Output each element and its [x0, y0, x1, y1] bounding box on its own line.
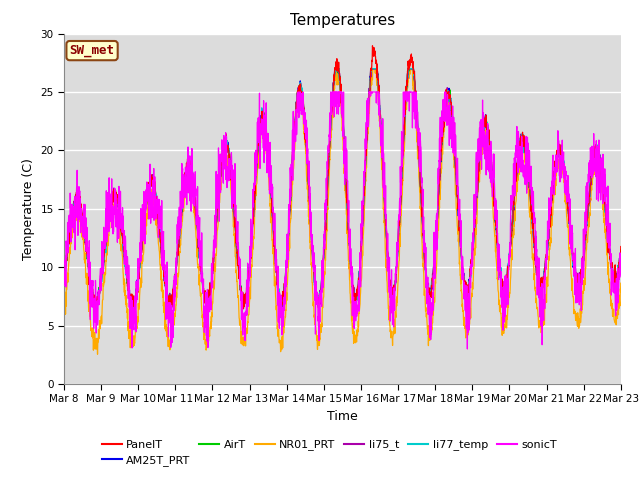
Title: Temperatures: Temperatures — [290, 13, 395, 28]
AirT — [60, 280, 68, 286]
PanelT — [568, 250, 576, 256]
sonicT — [463, 346, 471, 352]
NR01_PRT — [359, 253, 367, 259]
li77_temp — [617, 254, 625, 260]
sonicT — [371, 89, 379, 95]
NR01_PRT — [93, 351, 101, 357]
AM25T_PRT — [568, 243, 576, 249]
li77_temp — [60, 276, 68, 282]
AirT — [505, 264, 513, 270]
AirT — [359, 209, 367, 215]
X-axis label: Time: Time — [327, 410, 358, 423]
PanelT — [617, 244, 625, 250]
li75_t — [359, 215, 367, 221]
li75_t — [584, 214, 591, 219]
Line: NR01_PRT: NR01_PRT — [64, 69, 621, 354]
li77_temp — [359, 213, 367, 218]
Y-axis label: Temperature (C): Temperature (C) — [22, 158, 35, 260]
NR01_PRT — [216, 200, 223, 205]
Line: li77_temp: li77_temp — [64, 69, 621, 309]
li75_t — [617, 256, 625, 262]
AirT — [371, 66, 379, 72]
PanelT — [91, 309, 99, 315]
Line: sonicT: sonicT — [64, 92, 621, 349]
AM25T_PRT — [359, 208, 367, 214]
PanelT — [584, 216, 591, 221]
li77_temp — [568, 240, 576, 246]
NR01_PRT — [60, 311, 68, 316]
li77_temp — [505, 264, 513, 270]
PanelT — [359, 220, 367, 226]
sonicT — [568, 222, 576, 228]
NR01_PRT — [371, 66, 379, 72]
li75_t — [505, 261, 513, 266]
AM25T_PRT — [505, 259, 513, 264]
NR01_PRT — [568, 276, 576, 282]
AM25T_PRT — [204, 306, 211, 312]
NR01_PRT — [617, 280, 625, 286]
li77_temp — [332, 66, 339, 72]
Line: AirT: AirT — [64, 69, 621, 308]
li77_temp — [165, 306, 173, 312]
AM25T_PRT — [617, 252, 625, 257]
li77_temp — [371, 66, 379, 72]
AirT — [332, 66, 339, 72]
li75_t — [568, 249, 576, 255]
sonicT — [505, 265, 513, 271]
PanelT — [60, 277, 68, 283]
sonicT — [60, 269, 68, 275]
NR01_PRT — [505, 296, 513, 301]
Line: PanelT: PanelT — [64, 46, 621, 312]
NR01_PRT — [584, 240, 591, 245]
AirT — [216, 185, 223, 191]
li77_temp — [216, 176, 223, 182]
Text: SW_met: SW_met — [70, 44, 115, 57]
Line: li75_t: li75_t — [64, 69, 621, 308]
Line: AM25T_PRT: AM25T_PRT — [64, 69, 621, 309]
li77_temp — [584, 216, 591, 221]
sonicT — [359, 224, 367, 229]
sonicT — [584, 189, 591, 194]
PanelT — [369, 43, 376, 48]
NR01_PRT — [369, 66, 376, 72]
li75_t — [371, 66, 379, 72]
AirT — [315, 305, 323, 311]
li75_t — [60, 281, 68, 287]
PanelT — [505, 267, 513, 273]
li75_t — [92, 305, 100, 311]
AirT — [617, 247, 625, 253]
AM25T_PRT — [584, 215, 591, 220]
AM25T_PRT — [60, 276, 68, 282]
AirT — [568, 244, 576, 250]
li75_t — [332, 66, 339, 72]
sonicT — [216, 218, 223, 224]
Legend: PanelT, AM25T_PRT, AirT, NR01_PRT, li75_t, li77_temp, sonicT: PanelT, AM25T_PRT, AirT, NR01_PRT, li75_… — [97, 435, 561, 470]
PanelT — [216, 182, 223, 188]
AirT — [584, 214, 591, 220]
sonicT — [617, 260, 625, 265]
PanelT — [371, 48, 379, 54]
sonicT — [294, 89, 301, 95]
li75_t — [216, 178, 223, 184]
AM25T_PRT — [332, 66, 339, 72]
AM25T_PRT — [371, 66, 379, 72]
AM25T_PRT — [216, 178, 223, 183]
